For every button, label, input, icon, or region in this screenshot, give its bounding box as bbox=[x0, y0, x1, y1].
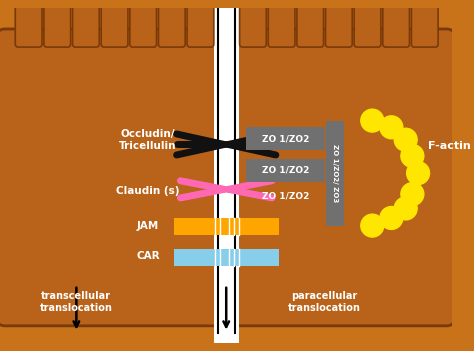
Circle shape bbox=[380, 206, 403, 230]
FancyBboxPatch shape bbox=[73, 5, 99, 47]
Circle shape bbox=[361, 109, 384, 132]
Text: F-actin: F-actin bbox=[428, 141, 470, 151]
FancyBboxPatch shape bbox=[411, 5, 438, 47]
Text: ZO 1/ZO2: ZO 1/ZO2 bbox=[262, 192, 309, 200]
Text: Claudin (s): Claudin (s) bbox=[116, 186, 180, 196]
FancyBboxPatch shape bbox=[101, 5, 128, 47]
Bar bbox=[214, 8, 238, 343]
Text: paracellular
translocation: paracellular translocation bbox=[288, 291, 361, 313]
Circle shape bbox=[401, 183, 424, 206]
Text: transcellular
translocation: transcellular translocation bbox=[40, 291, 113, 313]
Text: ZO 1/ZO2: ZO 1/ZO2 bbox=[262, 166, 309, 175]
Circle shape bbox=[394, 197, 417, 220]
Circle shape bbox=[394, 128, 417, 151]
Text: Occludin/
Tricellulin: Occludin/ Tricellulin bbox=[119, 128, 177, 151]
FancyBboxPatch shape bbox=[268, 5, 295, 47]
FancyBboxPatch shape bbox=[383, 5, 410, 47]
Bar bbox=[174, 218, 279, 235]
FancyBboxPatch shape bbox=[239, 5, 266, 47]
FancyBboxPatch shape bbox=[297, 5, 324, 47]
Bar bbox=[174, 249, 279, 266]
Circle shape bbox=[401, 145, 424, 167]
Text: JAM: JAM bbox=[137, 221, 159, 231]
FancyBboxPatch shape bbox=[354, 5, 381, 47]
Circle shape bbox=[380, 116, 403, 139]
FancyBboxPatch shape bbox=[158, 5, 185, 47]
FancyBboxPatch shape bbox=[15, 5, 42, 47]
Circle shape bbox=[407, 162, 429, 185]
Text: ZO 1/ZO2/ ZO3: ZO 1/ZO2/ ZO3 bbox=[332, 144, 338, 202]
Bar bbox=[246, 127, 325, 150]
FancyBboxPatch shape bbox=[130, 5, 156, 47]
FancyBboxPatch shape bbox=[0, 29, 222, 326]
Circle shape bbox=[361, 214, 384, 237]
FancyBboxPatch shape bbox=[229, 29, 455, 326]
FancyBboxPatch shape bbox=[44, 5, 71, 47]
Text: ZO 1/ZO2: ZO 1/ZO2 bbox=[262, 134, 309, 143]
FancyBboxPatch shape bbox=[187, 5, 214, 47]
FancyBboxPatch shape bbox=[326, 5, 352, 47]
Bar bbox=[327, 121, 344, 226]
Bar bbox=[246, 159, 325, 182]
Text: CAR: CAR bbox=[136, 251, 160, 261]
